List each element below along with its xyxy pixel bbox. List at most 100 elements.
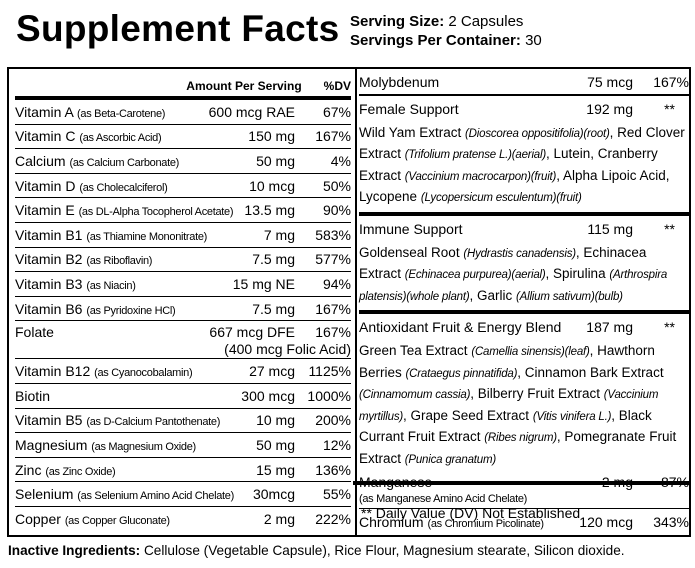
daily-value: ** <box>664 319 675 336</box>
botanical-source: (Arthrospira platensis)(whole plant) <box>359 269 668 303</box>
nutrient-name: Vitamin B6 <box>15 300 83 317</box>
nutrient-row: Folate 667 mcg DFE 167% (400 mcg Folic Acid… <box>15 321 351 360</box>
nutrient-name: Vitamin B1 <box>15 226 83 243</box>
nutrient: Vitamin B3 (as Niacin) <box>15 276 233 292</box>
amount: 150 mg <box>248 128 295 145</box>
ingredient: , Garlic <box>469 287 516 303</box>
nutrient-source: (as Niacin) <box>86 279 136 292</box>
nutrient: Magnesium (as Magnesium Oxide) <box>15 437 256 453</box>
ingredient: , Lutein, Cranberry Extract <box>359 146 658 183</box>
daily-value: 583% <box>315 226 351 243</box>
amount: 7 mg <box>263 226 295 243</box>
amount: 10 mg <box>256 412 295 429</box>
amount: 30mcg <box>252 486 295 503</box>
nutrient-row: Vitamin B1 (as Thiamine Mononitrate) 7 mg… <box>15 223 351 248</box>
footnote-text: ** Daily Value (DV) Not Established <box>361 505 581 521</box>
ingredient: , Red Clover Extract <box>359 124 685 162</box>
value: 2 Capsules <box>448 13 524 30</box>
nutrient-source: (as Thiamine Mononitrate) <box>86 230 208 243</box>
nutrient: Vitamin B12 (as Cyanocobalamin) <box>15 363 249 379</box>
daily-value: 167% <box>315 324 351 341</box>
nutrient-name: Selenium <box>15 486 74 503</box>
amount: 300 mcg <box>241 387 295 404</box>
amount: 15 mg <box>256 461 295 478</box>
nutrient: Calcium (as Calcium Carbonate) <box>15 153 256 169</box>
facts-box: Amount Per Serving %DV Vitamin A (as Beta… <box>7 67 691 537</box>
nutrient-row: Copper (as Copper Gluconate) 2 mg 222% <box>15 507 351 531</box>
nutrient: Chromium (as Chromium Picolinate) <box>359 514 579 530</box>
nutrient-row: Vitamin B6 (as Pyridoxine HCl) 7.5 mg 167% <box>15 297 351 322</box>
blend: Immune Support 115 mg ** Goldenseal Root (H… <box>359 211 689 311</box>
nutrient-name: Zinc <box>15 461 42 478</box>
blend-name: Female Support <box>359 100 459 117</box>
nutrient-row: Vitamin B12 (as Cyanocobalamin) 27 mcg 112… <box>15 359 351 384</box>
nutrient-row: Vitamin B2 (as Riboflavin) 7.5 mg 577% <box>15 248 351 273</box>
left-column: Amount Per Serving %DV Vitamin A (as Beta… <box>9 69 357 535</box>
botanical-source: (Vaccinium myrtillus) <box>359 389 659 423</box>
daily-value: 12% <box>322 436 351 453</box>
nutrient-name: Folate <box>15 324 54 341</box>
daily-value: 55% <box>322 486 351 503</box>
ingredient: , Spirulina <box>545 266 610 282</box>
botanical-source: (Cinnamomum cassia) <box>359 389 471 402</box>
right-column: Molybdenum 75 mcg 167% Female Support 192 mg… <box>353 69 691 535</box>
daily-value: 343% <box>653 513 689 530</box>
nutrient-row: Selenium (as Selenium Amino Acid Chelate… <box>15 482 351 507</box>
nutrient-row: Zinc (as Zinc Oxide) 15 mg 136% <box>15 458 351 483</box>
ingredient: Green Tea Extract <box>359 343 472 359</box>
daily-value: ** <box>664 220 675 237</box>
botanical-source: (Crataegus pinnatifida) <box>405 367 518 380</box>
nutrient-row: Vitamin B5 (as D-Calcium Pantothenate) 10… <box>15 409 351 434</box>
nutrient-source: (as Cholecalciferol) <box>79 181 168 194</box>
daily-value: 67% <box>322 103 351 120</box>
nutrient: Copper (as Copper Gluconate) <box>15 511 264 527</box>
nutrient-source: (as Pyridoxine HCl) <box>86 304 176 317</box>
nutrient-row: Biotin 300 mcg 1000% <box>15 384 351 409</box>
daily-value: 222% <box>315 510 351 527</box>
nutrient-row: Vitamin E (as DL-Alpha Tocopherol Acetat… <box>15 198 351 223</box>
daily-value: 94% <box>322 275 351 292</box>
nutrient-source: (as Calcium Carbonate) <box>69 156 180 169</box>
ingredient: , Grape Seed Extract <box>403 407 533 423</box>
nutrient: Vitamin B5 (as D-Calcium Pantothenate) <box>15 412 256 428</box>
ingredient: , Hawthorn Berries <box>359 343 655 380</box>
botanical-source: (Lycopersicum esculentum)(fruit) <box>420 192 582 205</box>
ingredient: , Alpha Lipoic Acid, Lycopene <box>359 167 670 205</box>
nutrient-source: (as DL-Alpha Tocopherol Acetate) <box>78 206 234 219</box>
nutrient-source: (as Chromium Picolinate) <box>427 517 544 530</box>
nutrient: Vitamin A (as Beta-Carotene) <box>15 104 209 120</box>
daily-value: 90% <box>322 202 351 219</box>
nutrient-note: (400 mcg Folic Acid) <box>224 341 351 358</box>
nutrient-name: Magnesium <box>15 436 88 453</box>
nutrient: Molybdenum <box>359 74 587 90</box>
amount: 27 mcg <box>249 363 295 380</box>
amount: 667 mcg DFE <box>209 324 295 341</box>
nutrient-row: Vitamin B3 (as Niacin) 15 mg NE 94% <box>15 272 351 297</box>
nutrient-source: (as Beta-Carotene) <box>77 107 166 120</box>
botanical-source: (Trifolium pratense L.)(aerial) <box>404 149 546 162</box>
daily-value: 136% <box>315 461 351 478</box>
amount: 120 mcg <box>579 513 633 530</box>
daily-value: 200% <box>315 412 351 429</box>
nutrient-name: Vitamin B12 <box>15 363 91 380</box>
blend-name: Immune Support <box>359 220 463 237</box>
ingredient: Wild Yam Extract <box>359 124 466 140</box>
blend: Female Support 192 mg ** Wild Yam Extract (… <box>359 94 689 212</box>
daily-value: 50% <box>322 177 351 194</box>
nutrient-source: (as Copper Gluconate) <box>64 514 170 527</box>
nutrient-name: Vitamin C <box>15 128 76 145</box>
nutrient-name: Copper <box>15 510 61 527</box>
ingredient: Goldenseal Root <box>359 244 464 260</box>
nutrient-row: Calcium (as Calcium Carbonate) 50 mg 4% <box>15 149 351 174</box>
nutrient: Folate <box>15 324 209 340</box>
nutrient-name: Vitamin A <box>15 103 74 120</box>
nutrient-name: Chromium <box>359 513 424 530</box>
daily-value: 4% <box>330 152 351 169</box>
serving-size: Serving Size: 2 Capsules <box>350 12 542 31</box>
nutrient-source: (as Ascorbic Acid) <box>79 132 162 145</box>
nutrient: Biotin <box>15 388 241 404</box>
amount: 7.5 mg <box>252 251 295 268</box>
label: Serving Size: <box>350 13 445 30</box>
blend-ingredients: Goldenseal Root (Hydrastis canadensis), … <box>359 241 689 311</box>
